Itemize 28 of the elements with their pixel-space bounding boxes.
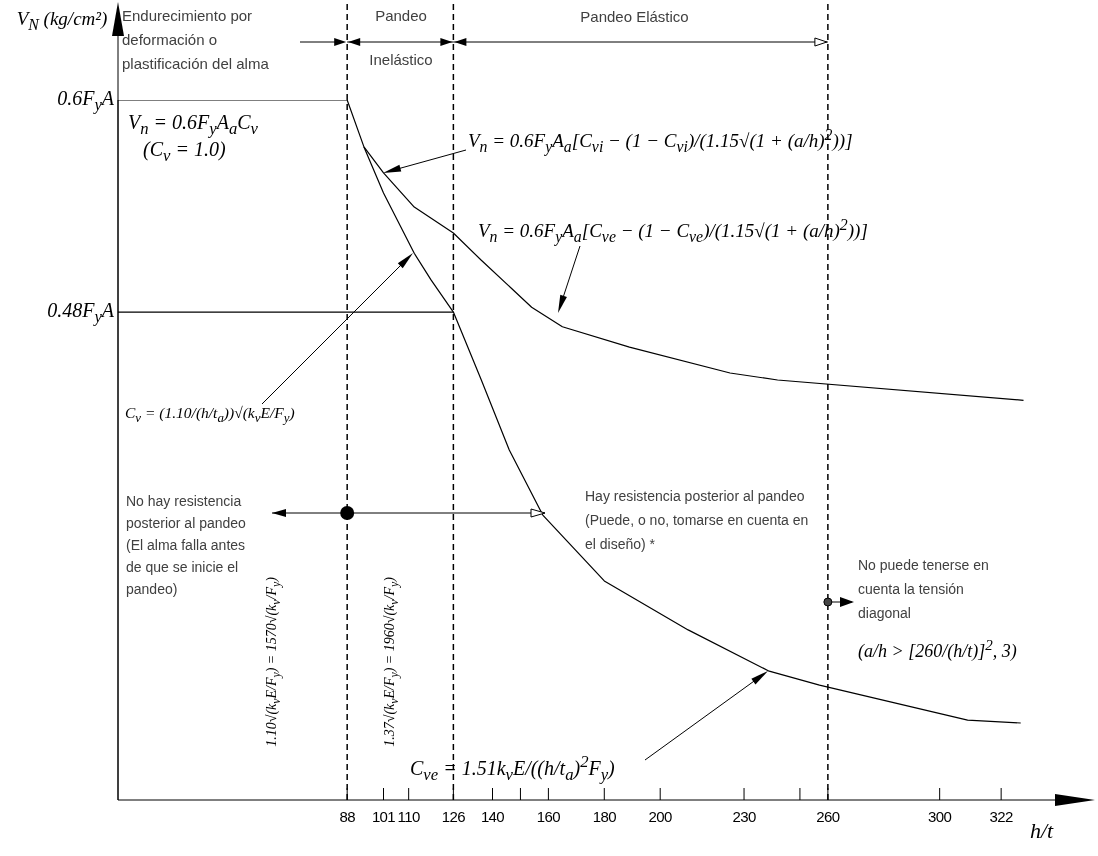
x-tick-label: 88 (339, 808, 356, 825)
text: V$_{n}$ = 0.6F$_{y}$A$_{a}$[C$_{vi}$ − (1 − C$_{vi}$)/(1.15√(1 + (a/h)$^{2}$))] (468, 126, 853, 156)
annotation: (C$_{v}$ = 1.0) (143, 138, 226, 166)
x-axis-title: h/t (1030, 818, 1054, 844)
x-tick-label: 260 (816, 808, 840, 825)
x-tick-label: 160 (536, 808, 561, 825)
text: Pandeo Inelástico (369, 7, 433, 68)
x-tick-label: 110 (397, 808, 420, 825)
x-tick-label: 230 (732, 808, 756, 825)
x-tick-label: 140 (480, 808, 505, 825)
annotation: V$_{n}$ = 0.6F$_{y}$A$_{a}$C$_{v}$ (128, 110, 258, 139)
annotation: Hay resistencia posterior al pandeo (Puede, o no, tomarse en cuenta en el diseño) * (585, 487, 810, 554)
x-tick-label: 200 (648, 808, 673, 825)
x-tick-label: 322 (989, 808, 1014, 825)
annotation: No puede tenerse en cuenta la tensión diagonal (858, 556, 990, 623)
text: C$_{v}$ = (1.10/(h/t$_{a}$))√(k$_{v}$E/F$_{y}$) (125, 404, 295, 426)
x-tick-label: 101 (371, 808, 396, 825)
y-axis-title: V$_{N}$ (kg/cm²) (15, 7, 109, 35)
text: Pandeo Elástico (579, 8, 690, 26)
text: V$_{n}$ = 0.6F$_{y}$A$_{a}$[C$_{ve}$ − (1 − C$_{ve}$)/(1.15√(1 + (a/h)$^{2}$))] (478, 216, 868, 246)
x-tick-label: 126 (441, 808, 466, 825)
text: Endurecimiento por deformación o plastificación del alma (122, 6, 270, 74)
annotation: (a/h > [260/(h/t)]$^{2}$, 3) (858, 636, 1017, 663)
annotation: 0.48F$_{y}$A (47, 298, 114, 328)
x-tick-label: 300 (928, 808, 952, 825)
annotation: No hay resistencia posterior al pandeo (El alma falla antes de que se inicie el pandeo) (126, 492, 247, 599)
x-tick-label: 180 (592, 808, 617, 825)
annotation: 0.6F$_{y}$A (57, 86, 114, 115)
